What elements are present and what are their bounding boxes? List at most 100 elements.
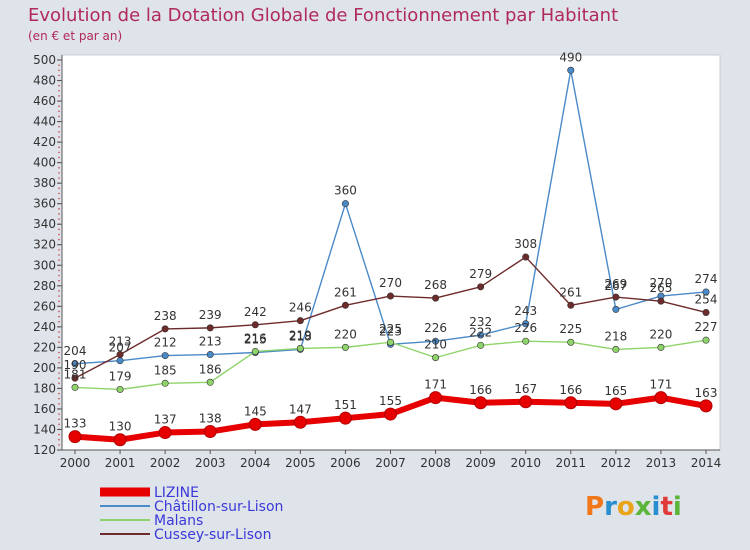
y-tick-label: 360 <box>33 197 56 211</box>
data-label: 261 <box>559 285 582 299</box>
data-label: 155 <box>379 394 402 408</box>
data-label: 274 <box>695 272 718 286</box>
y-minor-mark <box>58 320 60 323</box>
y-minor-mark <box>58 69 60 72</box>
brand-logo: Proxiti <box>585 492 682 522</box>
y-tick-label: 160 <box>33 402 56 416</box>
x-tick-label: 2007 <box>375 456 406 470</box>
data-label: 171 <box>649 378 672 392</box>
data-label: 269 <box>604 277 627 291</box>
data-point <box>654 391 668 405</box>
data-point <box>161 325 169 333</box>
data-label: 190 <box>64 358 87 372</box>
data-label: 223 <box>379 324 402 338</box>
data-labels: 133 130 137 138 145 147 151 155 171 166 167 166 165 1… <box>64 50 718 433</box>
x-tick-label: 2014 <box>691 456 722 470</box>
data-point <box>612 293 620 301</box>
data-label: 216 <box>244 331 267 345</box>
data-point <box>477 331 485 339</box>
y-minor-mark <box>58 146 60 149</box>
x-tick-label: 2009 <box>465 456 496 470</box>
y-minor-mark <box>58 351 60 354</box>
data-label: 490 <box>559 50 582 64</box>
y-tick-label: 320 <box>33 238 56 252</box>
data-label: 133 <box>64 417 87 431</box>
data-point <box>432 354 440 362</box>
y-minor-mark <box>58 336 60 338</box>
data-label: 166 <box>559 383 582 397</box>
y-tick-label: 220 <box>33 340 56 354</box>
data-point <box>477 283 485 291</box>
data-point <box>251 347 259 355</box>
y-tick-label: 260 <box>33 299 56 313</box>
data-label: 218 <box>604 329 627 343</box>
y-tick-label: 280 <box>33 279 56 293</box>
data-label: 360 <box>334 184 357 198</box>
y-minor-mark <box>58 172 60 174</box>
data-point <box>564 396 578 410</box>
y-minor-mark <box>58 64 60 66</box>
chart-title: Evolution de la Dotation Globale de Fonc… <box>28 5 618 26</box>
y-tick-label: 340 <box>33 217 56 231</box>
data-label: 226 <box>514 321 537 335</box>
y-minor-mark <box>58 151 60 154</box>
y-minor-mark <box>58 397 60 400</box>
brand-letter: i <box>652 492 661 522</box>
data-label: 186 <box>199 362 222 376</box>
y-minor-mark <box>58 218 60 220</box>
data-label: 279 <box>469 267 492 281</box>
x-tick-label: 2010 <box>510 456 541 470</box>
axes: 120 140 160 180 200 220 240 260 280 300 320 340 360 3… <box>33 53 721 470</box>
y-minor-mark <box>58 315 60 318</box>
data-point <box>612 305 620 313</box>
y-minor-mark <box>58 192 60 195</box>
data-label: 308 <box>514 237 537 251</box>
data-label: 207 <box>109 341 132 355</box>
data-point <box>251 321 259 329</box>
y-minor-mark <box>58 331 60 333</box>
y-minor-mark <box>58 197 60 200</box>
plot-area <box>61 54 721 451</box>
data-label: 270 <box>649 276 672 290</box>
y-minor-mark <box>58 208 60 210</box>
data-label: 239 <box>199 308 222 322</box>
data-point <box>71 383 79 391</box>
y-minor-mark <box>58 438 60 441</box>
data-label: 227 <box>695 320 718 334</box>
data-point <box>384 407 397 421</box>
y-minor-mark <box>58 115 60 118</box>
data-point <box>71 374 79 382</box>
y-minor-mark <box>58 403 60 405</box>
data-point <box>567 301 575 309</box>
data-label: 165 <box>604 384 627 398</box>
x-tick-label: 2000 <box>60 456 91 470</box>
data-label: 270 <box>379 276 402 290</box>
y-tick-label: 400 <box>33 156 56 170</box>
legend-label: LIZINE <box>154 485 199 501</box>
data-label: 219 <box>289 328 312 342</box>
y-minor-mark <box>58 84 60 87</box>
y-minor-mark <box>58 177 60 179</box>
y-tick-label: 120 <box>33 443 56 457</box>
y-minor-mark <box>58 423 60 426</box>
data-label: 210 <box>424 338 447 352</box>
y-minor-mark <box>58 269 60 272</box>
y-tick-label: 440 <box>33 115 56 129</box>
brand-letter: x <box>635 492 652 522</box>
y-minor-mark <box>58 356 60 359</box>
data-label: 218 <box>289 329 312 343</box>
x-tick-label: 2003 <box>195 456 226 470</box>
legend: LIZINEChâtillon-sur-LisonMalansCussey-su… <box>100 485 283 543</box>
data-label: 212 <box>154 336 177 350</box>
x-tick-label: 2004 <box>240 456 271 470</box>
y-tick-label: 480 <box>33 74 56 88</box>
y-minor-mark <box>58 136 60 138</box>
y-minor-mark <box>58 290 60 292</box>
data-point <box>432 294 440 302</box>
y-minor-mark <box>58 259 60 261</box>
data-point <box>341 301 349 309</box>
data-label: 220 <box>334 327 357 341</box>
y-minor-mark <box>58 187 60 190</box>
